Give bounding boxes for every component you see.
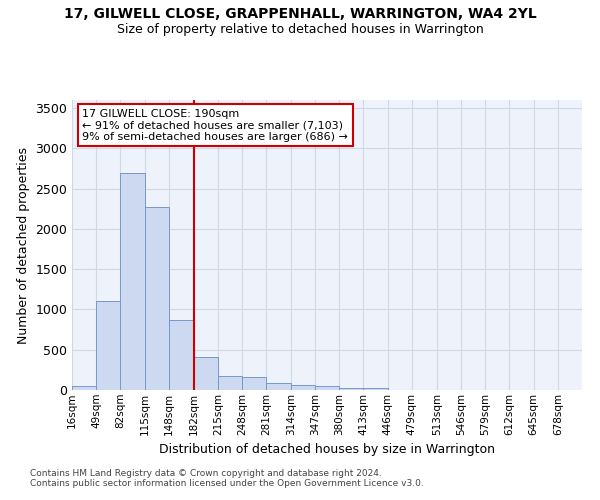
Text: 17, GILWELL CLOSE, GRAPPENHALL, WARRINGTON, WA4 2YL: 17, GILWELL CLOSE, GRAPPENHALL, WARRINGT… bbox=[64, 8, 536, 22]
Text: Size of property relative to detached houses in Warrington: Size of property relative to detached ho… bbox=[116, 22, 484, 36]
Y-axis label: Number of detached properties: Number of detached properties bbox=[17, 146, 30, 344]
Text: Contains public sector information licensed under the Open Government Licence v3: Contains public sector information licen… bbox=[30, 478, 424, 488]
Text: Contains HM Land Registry data © Crown copyright and database right 2024.: Contains HM Land Registry data © Crown c… bbox=[30, 468, 382, 477]
Text: 17 GILWELL CLOSE: 190sqm
← 91% of detached houses are smaller (7,103)
9% of semi: 17 GILWELL CLOSE: 190sqm ← 91% of detach… bbox=[82, 108, 348, 142]
Text: Distribution of detached houses by size in Warrington: Distribution of detached houses by size … bbox=[159, 442, 495, 456]
